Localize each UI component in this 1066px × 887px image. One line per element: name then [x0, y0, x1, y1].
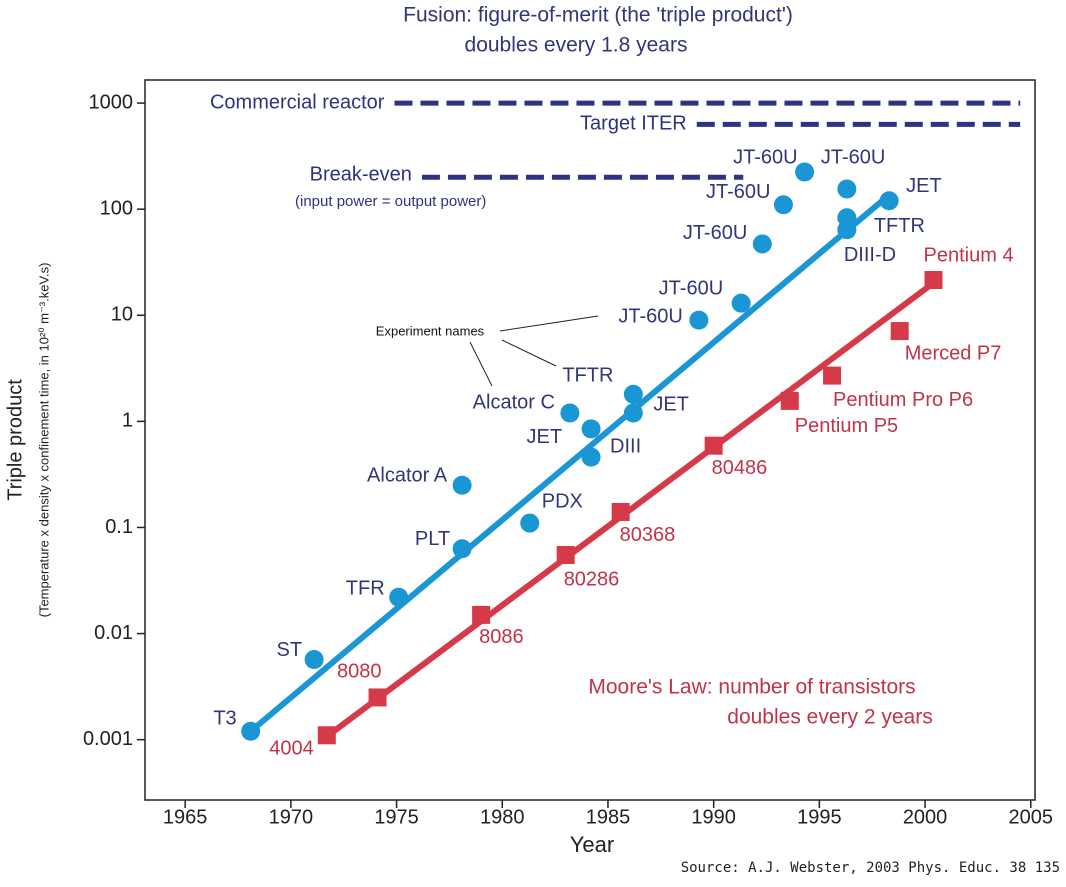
x-tick-label: 1975 [374, 806, 419, 828]
data-point [704, 436, 723, 455]
point-label: PDX [542, 490, 583, 512]
data-point [556, 546, 575, 565]
x-tick-label: 1985 [586, 806, 631, 828]
data-point [752, 234, 772, 254]
x-tick-label: 1970 [269, 806, 314, 828]
point-label: TFTR [562, 365, 613, 387]
source-note: Source: A.J. Webster, 2003 Phys. Educ. 3… [681, 860, 1060, 876]
data-point [241, 721, 261, 741]
data-point [581, 447, 601, 467]
x-axis-label: Year [570, 832, 614, 857]
trend-line [248, 192, 892, 734]
data-point [823, 366, 842, 385]
data-point [879, 191, 899, 211]
point-label: Merced P7 [905, 342, 1002, 364]
data-point [623, 384, 643, 404]
y-tick-label: 100 [100, 197, 133, 219]
point-label: JT-60U [706, 181, 770, 203]
moore-law-annotation: doubles every 2 years [727, 706, 932, 729]
data-point [623, 403, 643, 423]
experiment-names-pointer [469, 315, 599, 387]
chart-title: Fusion: figure-of-merit (the 'triple pro… [403, 4, 793, 27]
reference-label: Commercial reactor [210, 91, 385, 113]
data-point [472, 605, 491, 624]
point-label: 8086 [479, 626, 524, 648]
data-point [780, 391, 799, 410]
y-tick-label: 0.1 [105, 516, 133, 538]
data-point [890, 322, 909, 341]
x-tick-label: 1990 [691, 806, 736, 828]
point-label: 4004 [269, 738, 314, 760]
y-tick-label: 0.01 [94, 622, 133, 644]
point-label: Pentium 4 [924, 244, 1014, 266]
data-point [795, 162, 815, 182]
point-label: TFTR [874, 215, 925, 237]
y-axis-sublabel: (Temperature x density x confinement tim… [36, 263, 51, 618]
point-label: Alcator C [473, 391, 555, 413]
moore-law-annotation: Moore's Law: number of transistors [588, 676, 915, 699]
chart-subtitle: doubles every 1.8 years [465, 34, 688, 57]
point-label: Pentium Pro P6 [833, 389, 973, 411]
y-tick-label: 1 [122, 410, 133, 432]
x-tick-label: 2005 [1009, 806, 1054, 828]
point-label: 80286 [564, 568, 620, 590]
x-tick-label: 1995 [797, 806, 842, 828]
data-point [452, 475, 472, 495]
point-label: DIII [610, 435, 641, 457]
point-label: TFR [346, 578, 385, 600]
data-point [452, 539, 472, 559]
data-point [368, 688, 387, 707]
data-point [924, 271, 943, 290]
data-point [773, 195, 793, 215]
point-label: JT-60U [659, 277, 723, 299]
data-point [520, 513, 540, 533]
point-label: JT-60U [683, 222, 747, 244]
y-tick-label: 10 [111, 304, 133, 326]
data-point [581, 419, 601, 439]
reference-label: Break-even [310, 164, 412, 186]
data-point [689, 310, 709, 330]
experiment-names-annotation: Experiment names [376, 323, 485, 338]
y-tick-label: 1000 [89, 91, 134, 113]
point-label: 8080 [337, 661, 382, 683]
point-label: JT-60U [733, 146, 797, 168]
point-label: 80486 [712, 457, 768, 479]
x-tick-label: 2000 [903, 806, 948, 828]
point-label: JT-60U [618, 305, 682, 327]
reference-note: (input power = output power) [295, 193, 486, 210]
data-point [731, 293, 751, 313]
x-tick-label: 1965 [163, 806, 208, 828]
point-label: 80368 [620, 524, 676, 546]
y-tick-label: 0.001 [83, 728, 133, 750]
point-label: ST [277, 639, 303, 661]
plot-frame [144, 79, 1036, 801]
data-point [389, 587, 409, 607]
point-label: JET [653, 393, 689, 415]
data-point [611, 502, 630, 521]
point-label: Pentium P5 [795, 415, 898, 437]
reference-label: Target ITER [580, 113, 687, 135]
data-point [837, 179, 857, 199]
point-label: DIII-D [844, 244, 896, 266]
point-label: PLT [415, 528, 450, 550]
point-label: JT-60U [821, 146, 885, 168]
y-axis-label: Triple product [4, 379, 26, 501]
point-label: Alcator A [367, 465, 448, 487]
point-label: JET [526, 426, 562, 448]
point-label: JET [906, 175, 942, 197]
data-point [304, 649, 324, 669]
data-point [317, 726, 336, 745]
data-point [560, 403, 580, 423]
point-label: T3 [213, 708, 236, 730]
data-point [837, 220, 857, 240]
x-tick-label: 1980 [480, 806, 525, 828]
